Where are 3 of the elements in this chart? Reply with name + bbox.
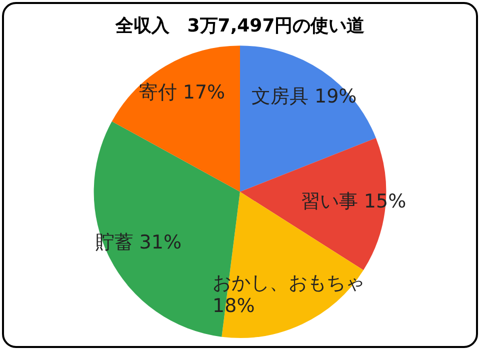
slice-label: 寄付 17% <box>138 82 226 104</box>
slice-label: 習い事 15% <box>300 190 406 212</box>
chart-title: 全収入 3万7,497円の使い道 <box>114 15 365 36</box>
